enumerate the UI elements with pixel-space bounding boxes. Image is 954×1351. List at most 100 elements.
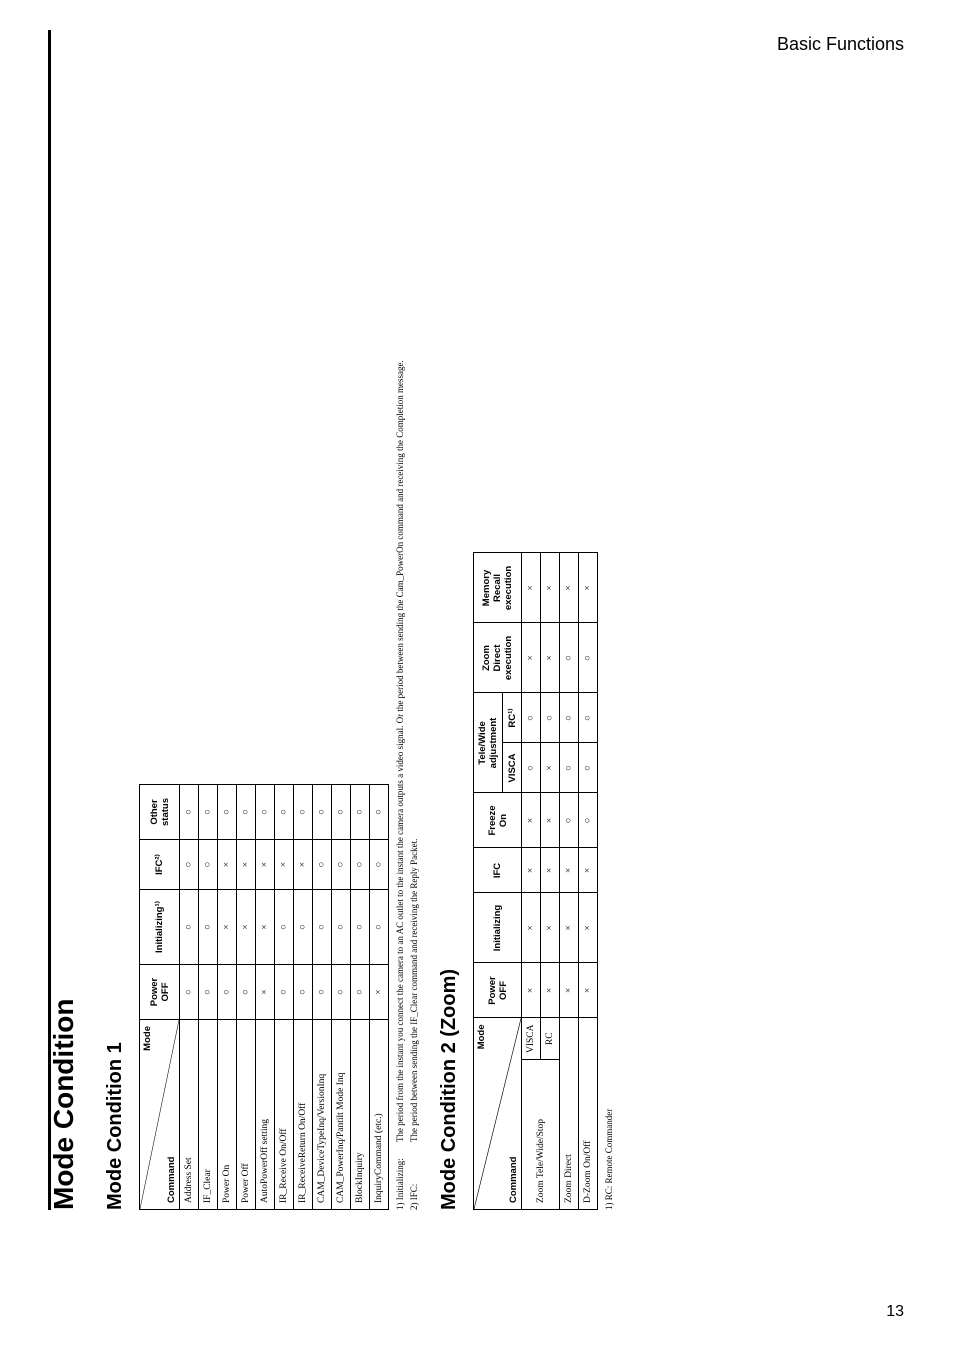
table-row-command: CAM_DeviceTypeInq/VersionInq — [313, 1020, 332, 1210]
table-row-cell: ○ — [332, 890, 351, 965]
table-row-cell: ○ — [313, 785, 332, 840]
t1-h0: PowerOFF — [140, 965, 180, 1020]
table-row-cell: ○ — [541, 693, 560, 743]
t2-sh0: VISCA — [503, 743, 522, 793]
note2-label: 2) IFC: — [409, 1142, 421, 1210]
table-row-cell: ○ — [218, 965, 237, 1020]
note1-label: 1) Initializing: — [395, 1142, 407, 1210]
table-row-cell: × — [522, 893, 541, 963]
note2-text: The period between sending the IF_Clear … — [409, 30, 421, 1142]
table-row-command: Power Off — [237, 1020, 256, 1210]
table-row-cell: ○ — [332, 840, 351, 890]
table-row-cell: × — [237, 890, 256, 965]
diag-command-2: Command — [508, 1157, 519, 1203]
table-row-cell: ○ — [294, 965, 313, 1020]
table-row-cell: ○ — [199, 890, 218, 965]
table-row-cell: × — [541, 743, 560, 793]
table-mode-condition-1: Mode Command PowerOFF Initializing¹⁾ IFC… — [139, 784, 389, 1210]
table-row-cell: ○ — [522, 743, 541, 793]
table-row-subcommand: VISCA — [522, 1018, 541, 1060]
t2-h5: ZoomDirectexecution — [474, 623, 522, 693]
table-row-cell: × — [560, 893, 579, 963]
diag-command: Command — [166, 1157, 177, 1203]
table-row-cell: × — [256, 840, 275, 890]
table-row-cell: ○ — [313, 890, 332, 965]
table-row-cell: × — [256, 965, 275, 1020]
table-row-cell: × — [579, 848, 598, 893]
table-row-cell: ○ — [256, 785, 275, 840]
table-row-command: IF_Clear — [199, 1020, 218, 1210]
page-header: Basic Functions — [777, 34, 904, 55]
table-row-cell: ○ — [351, 785, 370, 840]
t2-h6: MemoryRecallexecution — [474, 553, 522, 623]
table-row-cell: × — [256, 890, 275, 965]
notes-2: 1) RC: Remote Commander — [604, 30, 616, 1210]
table-row-command: InquiryCommand (etc.) — [370, 1020, 389, 1210]
note1-text: The period from the instant you connect … — [395, 30, 407, 1142]
table-row-cell: ○ — [522, 693, 541, 743]
notes-1: 1) Initializing: The period from the ins… — [395, 30, 420, 1210]
table-row-cell: ○ — [351, 890, 370, 965]
title-main: Mode Condition — [48, 30, 80, 1210]
table-row-cell: ○ — [199, 965, 218, 1020]
t2-h4: Tele/Wideadjustment — [474, 693, 503, 793]
table-mode-condition-2: Mode Command PowerOFF Initializing IFC F… — [473, 552, 598, 1210]
table-row-cell: × — [541, 963, 560, 1018]
table-row-cell: × — [541, 623, 560, 693]
table-row-cell: × — [560, 848, 579, 893]
table-row-cell: ○ — [579, 693, 598, 743]
table-row-cell: ○ — [180, 890, 199, 965]
table-row-cell: ○ — [180, 965, 199, 1020]
table-row-cell: ○ — [370, 890, 389, 965]
table-row-cell: ○ — [237, 785, 256, 840]
table-row-command: IR_Receive On/Off — [275, 1020, 294, 1210]
table-row-cell: ○ — [560, 793, 579, 848]
t2-h2: IFC — [474, 848, 522, 893]
table-row-cell: × — [579, 963, 598, 1018]
table-row-command: D-Zoom On/Off — [579, 1018, 598, 1210]
table-row-cell: × — [294, 840, 313, 890]
table-row-cell: ○ — [351, 840, 370, 890]
table-row-cell: ○ — [579, 743, 598, 793]
t1-h3: Otherstatus — [140, 785, 180, 840]
table-row-cell: ○ — [275, 965, 294, 1020]
table-row-cell: × — [541, 793, 560, 848]
table-row-cell: × — [275, 840, 294, 890]
table-row-cell: ○ — [560, 743, 579, 793]
table-row-cell: × — [541, 553, 560, 623]
table-row-cell: × — [218, 840, 237, 890]
page-number: 13 — [886, 1303, 904, 1321]
table-row-cell: × — [522, 848, 541, 893]
table-row-cell: ○ — [180, 785, 199, 840]
table-row-cell: ○ — [313, 840, 332, 890]
table-row-cell: ○ — [275, 890, 294, 965]
table-row-cell: × — [541, 893, 560, 963]
t2-h1: Initializing — [474, 893, 522, 963]
table-row-cell: × — [560, 963, 579, 1018]
table-row-cell: ○ — [560, 693, 579, 743]
table-row-cell: ○ — [313, 965, 332, 1020]
table-row-cell: × — [522, 553, 541, 623]
table-row-cell: × — [522, 963, 541, 1018]
table-row-cell: ○ — [199, 785, 218, 840]
table-row-cell: × — [579, 553, 598, 623]
t1-h2: IFC²⁾ — [140, 840, 180, 890]
table-row-cell: ○ — [560, 623, 579, 693]
diag-header: Mode Command — [140, 1020, 180, 1210]
table-row-cell: ○ — [218, 785, 237, 840]
table-row-command: Address Set — [180, 1020, 199, 1210]
table-row-cell: ○ — [237, 965, 256, 1020]
table-row-cell: ○ — [294, 890, 313, 965]
t2-sh1: RC¹⁾ — [503, 693, 522, 743]
title-sub2: Mode Condition 2 (Zoom) — [438, 30, 461, 1210]
table-row-cell: ○ — [294, 785, 313, 840]
table-row-command: BlockInquiry — [351, 1020, 370, 1210]
table-row-cell: ○ — [180, 840, 199, 890]
table-row-cell: ○ — [370, 785, 389, 840]
t2-h3: FreezeOn — [474, 793, 522, 848]
table-row-command: IR_ReceiveReturn On/Off — [294, 1020, 313, 1210]
table-row-cell: × — [579, 893, 598, 963]
diag-header-2: Mode Command — [474, 1018, 522, 1210]
note-rc: 1) RC: Remote Commander — [604, 1109, 616, 1210]
diag-mode-2: Mode — [476, 1024, 487, 1049]
